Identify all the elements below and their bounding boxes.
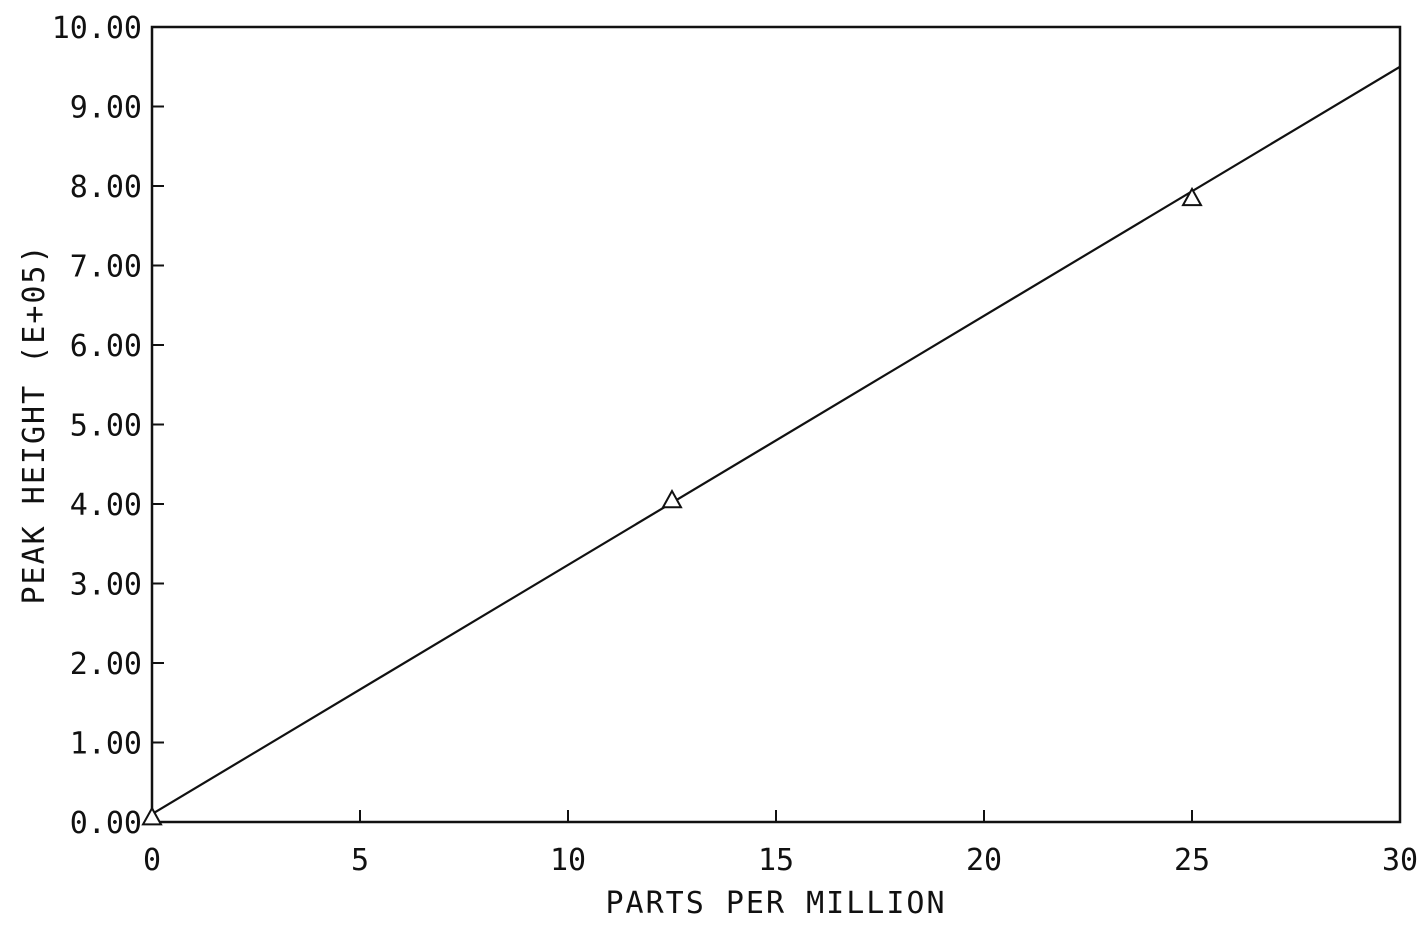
y-tick-label: 8.00 xyxy=(70,170,142,205)
x-axis-title: PARTS PER MILLION xyxy=(605,886,946,921)
x-tick-label: 0 xyxy=(143,843,161,878)
data-point-triangle xyxy=(141,806,163,826)
x-tick-label: 20 xyxy=(966,843,1002,878)
x-axis-ticks: 0 5 10 15 20 25 30 xyxy=(143,810,1418,878)
y-tick-label: 5.00 xyxy=(70,409,142,444)
y-tick-label: 0.00 xyxy=(70,806,142,841)
y-tick-label: 7.00 xyxy=(70,250,142,285)
y-tick-label: 6.00 xyxy=(70,329,142,364)
x-tick-label: 10 xyxy=(550,843,586,878)
data-point-triangle xyxy=(661,488,683,509)
x-tick-label: 30 xyxy=(1382,843,1418,878)
x-tick-label: 25 xyxy=(1174,843,1210,878)
y-tick-label: 4.00 xyxy=(70,488,142,523)
fit-line xyxy=(151,65,1401,815)
y-axis-title: PEAK HEIGHT (E+05) xyxy=(17,243,52,604)
y-axis-ticks: 0.00 1.00 2.00 3.00 4.00 5.00 6.00 7.00 8.00 9.00… xyxy=(52,11,164,841)
series-layer xyxy=(141,65,1401,826)
x-tick-label: 15 xyxy=(758,843,794,878)
data-point-triangle xyxy=(1181,186,1203,207)
y-tick-label: 3.00 xyxy=(70,568,142,603)
y-tick-label: 2.00 xyxy=(70,647,142,682)
y-tick-label: 10.00 xyxy=(52,11,142,46)
x-tick-label: 5 xyxy=(351,843,369,878)
y-tick-label: 1.00 xyxy=(70,727,142,762)
y-tick-label: 9.00 xyxy=(70,91,142,126)
